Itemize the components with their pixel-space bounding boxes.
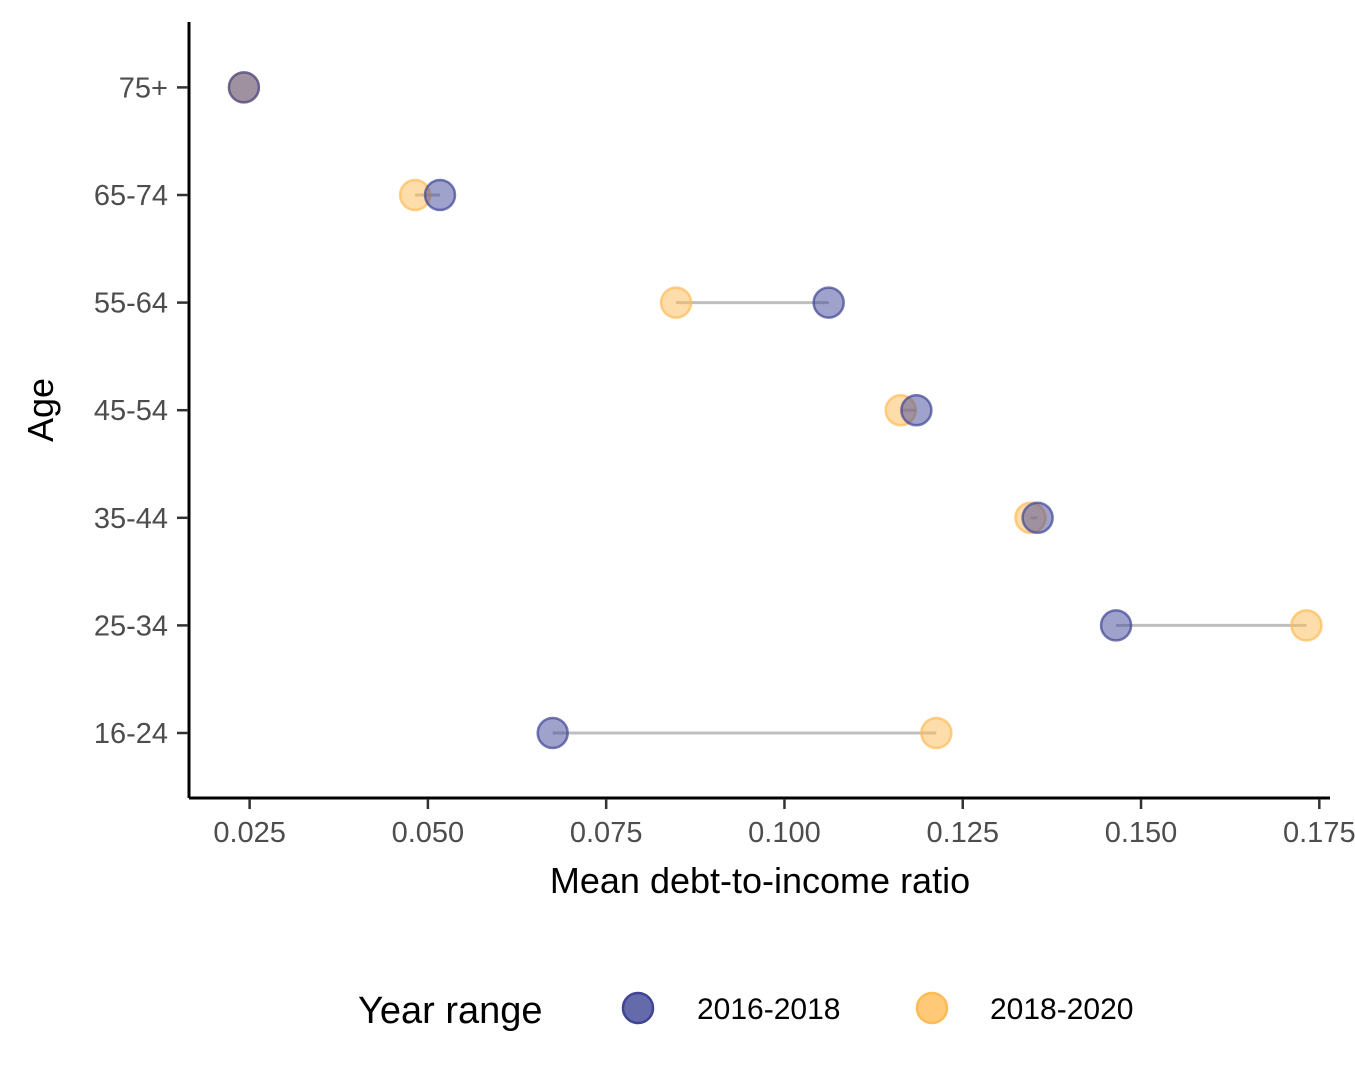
- x-tick-label: 0.175: [1283, 817, 1355, 849]
- x-tick-label: 0.025: [213, 817, 286, 849]
- x-tick-label: 0.150: [1105, 817, 1178, 849]
- point-2016-2018-75-: [227, 71, 261, 104]
- point-2016-2018-55-64: [812, 286, 845, 319]
- y-tick-label: 55-64: [94, 288, 168, 320]
- point-2018-2020-25-34: [1290, 609, 1323, 642]
- legend-label-2016-2018: 2016-2018: [697, 993, 840, 1026]
- legend-label-2018-2020: 2018-2020: [990, 993, 1133, 1026]
- y-tick-label: 35-44: [94, 503, 168, 535]
- y-tick-label: 75+: [119, 72, 168, 104]
- y-tick-label: 65-74: [94, 180, 168, 212]
- point-2016-2018-45-54: [900, 393, 933, 427]
- point-2016-2018-25-34: [1099, 609, 1133, 642]
- y-tick-label: 16-24: [94, 718, 168, 750]
- legend: Year range 2016-2018 2018-2020: [358, 990, 1133, 1032]
- y-tick-label: 25-34: [94, 610, 168, 642]
- legend-title: Year range: [358, 990, 543, 1032]
- legend-marker-2016-2018: [621, 991, 655, 1025]
- y-ticks-layer: 16-24 25-34 35-44 45-54 55-64 65-74 75+: [94, 72, 188, 750]
- x-ticks-layer: 0.025 0.050 0.075 0.100 0.125 0.150 0.175: [213, 799, 1355, 849]
- point-2016-2018-35-44: [1021, 501, 1054, 535]
- x-tick-label: 0.100: [748, 817, 821, 849]
- y-tick-label: 45-54: [94, 395, 168, 427]
- point-2018-2020-16-24: [920, 716, 953, 750]
- legend-marker-2018-2020: [915, 991, 949, 1025]
- y-axis-title: Age: [20, 378, 61, 442]
- axes-layer: [187, 22, 1330, 800]
- x-tick-label: 0.050: [392, 817, 465, 849]
- point-2016-2018-65-74: [423, 178, 457, 212]
- point-2016-2018-16-24: [536, 716, 569, 750]
- point-2018-2020-55-64: [659, 286, 693, 319]
- x-tick-label: 0.125: [926, 817, 999, 849]
- x-axis-title: Mean debt-to-income ratio: [550, 860, 970, 901]
- x-tick-label: 0.075: [570, 817, 643, 849]
- points-layer: [227, 71, 1323, 750]
